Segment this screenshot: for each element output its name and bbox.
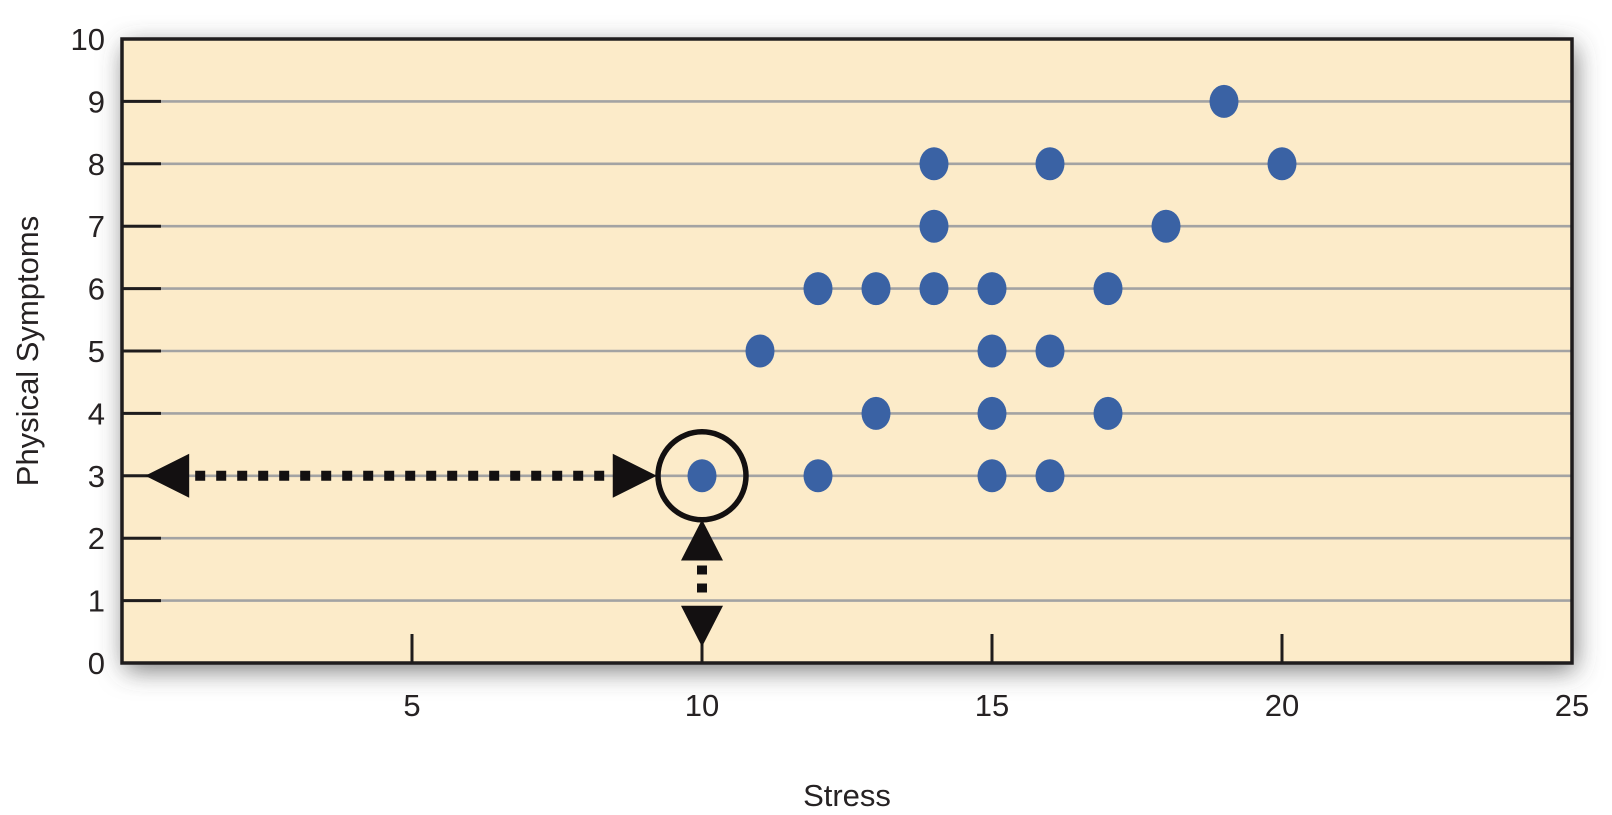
data-points: [687, 84, 1297, 493]
x-tick-label: 15: [975, 688, 1009, 723]
data-point: [803, 459, 833, 493]
annotations: [145, 429, 749, 647]
data-point: [687, 459, 717, 493]
data-point: [1093, 272, 1123, 306]
arrowhead-right-icon: [612, 453, 657, 498]
y-tick-label: 2: [88, 521, 105, 556]
arrowhead-left-icon: [145, 453, 190, 498]
data-point: [1151, 209, 1181, 243]
y-tick-label: 5: [88, 334, 105, 369]
data-point: [745, 334, 775, 368]
x-tick-label: 20: [1265, 688, 1299, 723]
x-tick-label: 25: [1555, 688, 1589, 723]
y-tick-label: 4: [88, 396, 105, 431]
y-tick-label: 10: [71, 22, 105, 57]
y-tick-label: 3: [88, 459, 105, 494]
data-point: [919, 209, 949, 243]
y-tick-label: 0: [88, 646, 105, 681]
arrowhead-down-icon: [681, 605, 723, 647]
data-point: [919, 147, 949, 181]
plot-border: [120, 37, 1574, 665]
data-point: [977, 459, 1007, 493]
y-tick-label: 1: [88, 584, 105, 619]
x-tick-label: 5: [403, 688, 420, 723]
data-point: [977, 334, 1007, 368]
data-point: [977, 396, 1007, 430]
vertical-arrow: [681, 519, 723, 647]
data-point: [1093, 396, 1123, 430]
data-point: [803, 272, 833, 306]
y-tick-label: 8: [88, 147, 105, 182]
y-axis-title: Physical Symptoms: [10, 216, 45, 486]
y-tick-label: 7: [88, 209, 105, 244]
data-point: [1035, 459, 1065, 493]
x-axis-title: Stress: [803, 778, 891, 813]
y-tick-label: 6: [88, 272, 105, 307]
data-point: [1267, 147, 1297, 181]
data-point: [1035, 334, 1065, 368]
tick-labels: 0 1 2 3 4 5 6 7 8 9 10 5 10 15 20 25: [71, 22, 1590, 723]
data-point: [1035, 147, 1065, 181]
data-point: [977, 272, 1007, 306]
x-tick-label: 10: [685, 688, 719, 723]
horizontal-arrow: [145, 453, 657, 498]
data-point: [1209, 84, 1239, 118]
highlight-circle: [655, 429, 749, 523]
arrowhead-up-icon: [681, 519, 723, 561]
data-point: [861, 396, 891, 430]
data-point: [919, 272, 949, 306]
y-tick-label: 9: [88, 84, 105, 119]
data-point: [861, 272, 891, 306]
